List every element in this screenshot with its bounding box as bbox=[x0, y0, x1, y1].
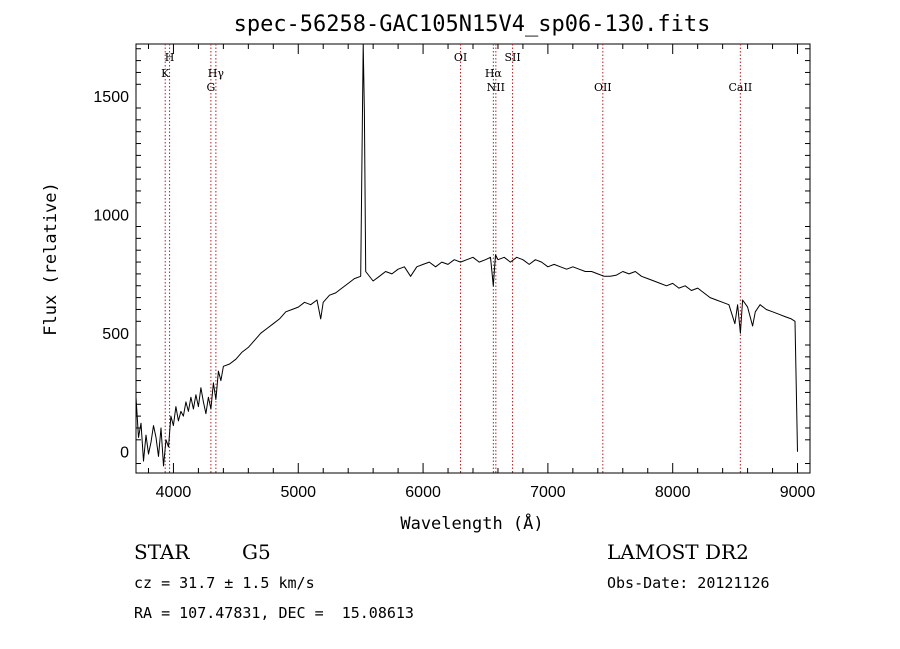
x-tick-label: 5000 bbox=[280, 484, 316, 501]
x-tick-label: 6000 bbox=[405, 484, 441, 501]
line-marker-label: K bbox=[161, 67, 170, 80]
line-marker-label: Hγ bbox=[208, 67, 225, 80]
coordinates-line: RA = 107.47831, DEC = 15.08613 bbox=[134, 604, 414, 622]
y-tick-label: 1500 bbox=[93, 89, 129, 106]
line-marker-label: NII bbox=[487, 81, 505, 94]
line-marker-label: OI bbox=[454, 51, 467, 64]
line-marker-label: G bbox=[206, 81, 215, 94]
line-marker-label: OII bbox=[594, 81, 612, 94]
redshift-line: cz = 31.7 ± 1.5 km/s bbox=[134, 574, 315, 592]
x-tick-label: 7000 bbox=[530, 484, 566, 501]
line-marker-label: SII bbox=[504, 51, 520, 64]
chart-title: spec-56258-GAC105N15V4_sp06-130.fits bbox=[234, 12, 711, 37]
line-marker-label: Hα bbox=[485, 67, 503, 80]
object-class: STAR bbox=[134, 540, 190, 564]
y-axis-label: Flux (relative) bbox=[41, 182, 61, 336]
x-tick-label: 8000 bbox=[655, 484, 691, 501]
line-marker-label: CaII bbox=[729, 81, 753, 94]
line-marker-label: H bbox=[165, 51, 175, 64]
plot-area: 4000 5000 6000 7000 8000 9000050010001500KHGH… bbox=[93, 43, 816, 501]
survey-label: LAMOST DR2 bbox=[607, 540, 749, 564]
x-axis-label: Wavelength (Å) bbox=[400, 512, 543, 534]
plot-frame bbox=[135, 43, 811, 474]
y-tick-label: 1000 bbox=[93, 208, 129, 225]
obs-date: Obs-Date: 20121126 bbox=[607, 574, 770, 592]
y-tick-label: 500 bbox=[102, 326, 129, 343]
spectrum-line bbox=[136, 44, 798, 467]
spectral-subclass: G5 bbox=[242, 540, 271, 564]
y-tick-label: 0 bbox=[120, 445, 129, 462]
x-tick-label: 4000 bbox=[156, 484, 192, 501]
x-tick-label: 9000 bbox=[780, 484, 816, 501]
